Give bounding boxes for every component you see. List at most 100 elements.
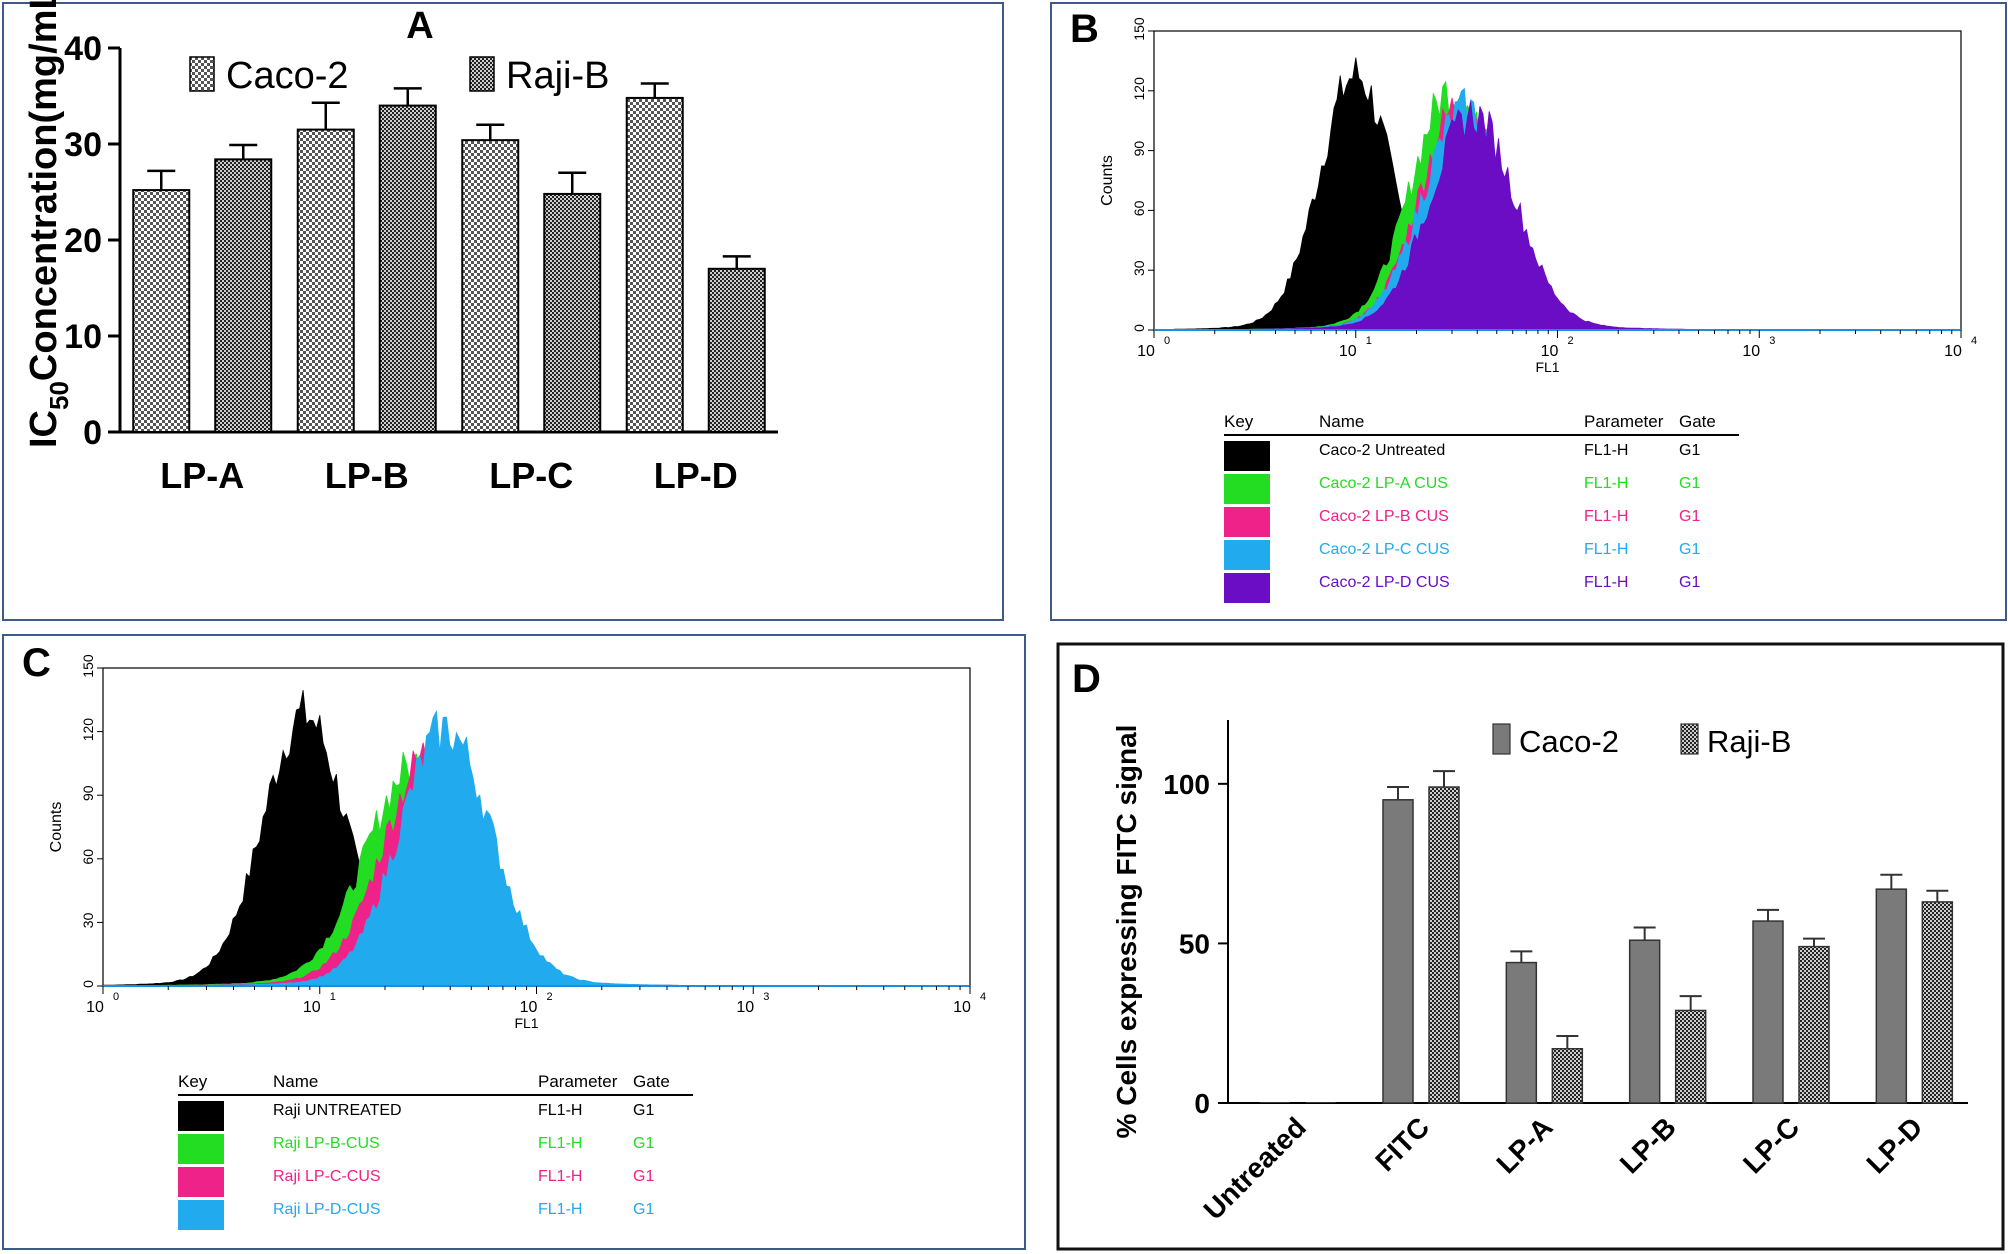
y-tick-label: 60 [1131,200,1147,216]
legend-swatch [1224,441,1270,471]
x-tick-label: FITC [1369,1111,1435,1177]
bar-raji-b-lp-c [1798,945,1830,1104]
histogram-caco-2-lp-c-cus [1153,87,1961,331]
y-tick-label: 150 [80,654,96,678]
x-tick-exponent: 3 [763,991,769,1003]
legend-series-parameter: FL1-H [1584,508,1628,525]
legend-key-header: Key [1224,412,1254,431]
x-tick-exponent: 4 [980,991,986,1003]
y-tick-label: 0 [1131,324,1147,332]
bar-raji-b-lp-a [1551,1047,1584,1104]
legend-parameter-header: Parameter [538,1072,618,1091]
legend-gate-header: Gate [1679,412,1716,431]
legend-swatch [178,1167,224,1197]
histogram-caco-2-lp-a-cus [1153,80,1961,331]
y-axis-label-subscript: 50 [44,381,74,410]
y-axis-label: IC50Concentration(mg/mL) [23,0,74,448]
panel-c-frame [2,634,1026,1250]
legend-series-parameter: FL1-H [1584,574,1628,591]
plot-frame [1153,30,1962,331]
bar-raji-b-lp-b [1674,1009,1707,1104]
legend-swatch [178,1200,224,1230]
legend-swatch [178,1101,224,1131]
y-tick-label: 30 [80,912,96,928]
y-axis-label: Counts [1099,155,1116,206]
y-tick-label: 20 [64,222,102,260]
y-axis-label-prefix: IC [23,410,65,448]
legend-label: Raji-B [1707,724,1791,759]
legend-series-parameter: FL1-H [538,1168,582,1185]
legend-series-parameter: FL1-H [1584,541,1628,558]
x-tick-exponent: 2 [547,991,553,1003]
x-tick-label: LP-D [654,455,738,496]
legend-name-header: Name [1319,412,1364,431]
legend-series-gate: G1 [633,1102,654,1119]
bar-caco-2-untreated [1259,1102,1290,1103]
legend-gate-header: Gate [633,1072,670,1091]
x-tick-label: 10 [520,999,538,1016]
bar-raji-b-lp-a [214,158,273,434]
legend-series-gate: G1 [1679,508,1700,525]
x-tick-label: LP-C [1737,1111,1805,1179]
panel-letter: A [406,5,433,47]
legend-series-name: Caco-2 Untreated [1319,442,1445,459]
y-tick-label: 120 [1131,77,1147,101]
panel-a-frame [2,2,1004,621]
legend-key-header: Key [178,1072,208,1091]
legend-series-name: Raji LP-C-CUS [273,1168,381,1185]
panel-b-frame [1050,2,2007,621]
x-axis-label: FL1 [514,1015,538,1031]
x-tick-exponent: 0 [113,991,119,1003]
legend-series-name: Raji UNTREATED [273,1102,402,1119]
y-tick-label: 90 [80,785,96,801]
bar-caco-2-lp-b [296,128,355,433]
x-tick-exponent: 1 [330,991,336,1003]
x-tick-exponent: 0 [1164,335,1170,347]
x-tick-label: 10 [1541,343,1559,360]
bar-raji-b-lp-d [707,267,766,433]
bar-caco-2-lp-a [1505,961,1538,1104]
y-tick-label: 90 [1131,141,1147,157]
legend-swatch-raji-b [1680,723,1699,755]
legend-series-name: Caco-2 LP-C CUS [1319,541,1450,558]
y-tick-label: 10 [64,318,102,356]
y-tick-label: 60 [80,849,96,865]
legend-series-gate: G1 [1679,574,1700,591]
panel-letter: D [1072,657,1101,701]
x-tick-label: 10 [1944,343,1962,360]
histogram-raji-untreated [102,690,970,987]
legend-series-gate: G1 [633,1201,654,1218]
y-tick-label: 0 [83,414,102,452]
legend-series-gate: G1 [1679,475,1700,492]
legend-swatch [178,1134,224,1164]
bar-caco-2-lp-c [461,139,520,433]
x-axis-label: FL1 [1535,359,1559,375]
histogram-caco-2-untreated [1153,57,1961,331]
panel-c-flow-histogram: C 0 30 60 90 120 150 Counts 10 0 10 1 10 2 10 3 10 4 FL1 Ke… [22,641,986,1230]
bar-caco-2-lp-c [1752,920,1784,1104]
legend-swatch [1224,507,1270,537]
y-tick-label: 150 [1131,17,1147,41]
legend-label: Raji-B [506,55,609,97]
y-tick-label: 40 [64,30,102,68]
legend-name-header: Name [273,1072,318,1091]
legend-swatch-raji-b [469,56,495,92]
x-tick-label: 10 [303,999,321,1016]
legend-swatch-caco-2 [1492,723,1511,755]
x-tick-label: LP-C [489,455,573,496]
x-tick-label: 10 [1339,343,1357,360]
bar-caco-2-lp-b [1628,939,1661,1104]
legend-series-parameter: FL1-H [538,1201,582,1218]
legend-series-gate: G1 [1679,442,1700,459]
legend-series-name: Caco-2 LP-B CUS [1319,508,1449,525]
y-axis-label: Counts [48,802,65,853]
x-tick-label: Untreated [1198,1111,1312,1225]
x-tick-label: 10 [1742,343,1760,360]
panel-d-bar-chart: D 0 50 100 % Cells expressing FITC signal Unt… [1072,657,1968,1226]
x-tick-label: 10 [953,999,971,1016]
bar-caco-2-lp-a [132,189,191,433]
y-axis-label-suffix: Concentration(mg/mL) [23,0,65,381]
x-tick-label: 10 [1137,343,1155,360]
panel-letter: B [1070,7,1099,51]
